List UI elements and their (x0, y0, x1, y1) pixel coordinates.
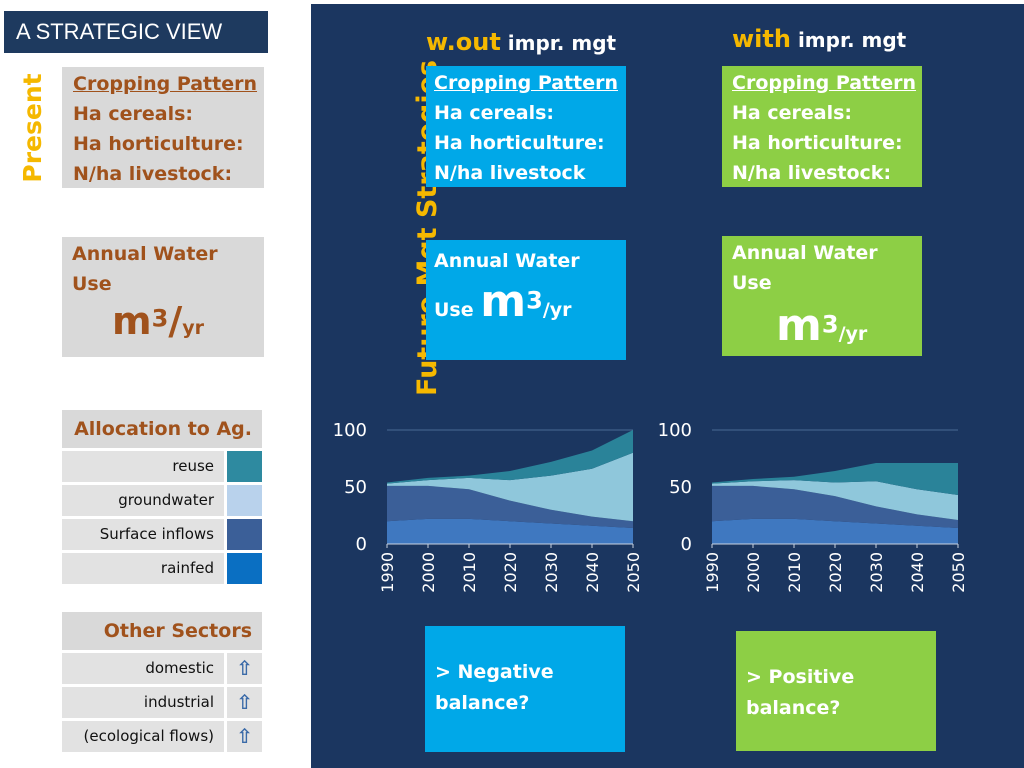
arrow-up-icon: ⇧ (227, 687, 262, 718)
x-tick-label: 2050 (624, 552, 643, 593)
without-water-unit: Use m3/yr (434, 276, 572, 327)
present-crop-line: N/ha livestock: (73, 163, 233, 185)
present-crop-line: Ha horticulture: (73, 133, 244, 155)
with-cropping-box: Cropping Pattern Ha cereals: Ha horticul… (722, 66, 922, 187)
legend-swatch (227, 451, 262, 482)
with-crop-line: Ha cereals: (732, 102, 852, 124)
present-label: Present (18, 73, 47, 183)
with-balance-text: balance? (746, 697, 841, 719)
with-water-label: Annual Water (732, 242, 878, 264)
present-crop-line: Ha cereals: (73, 103, 193, 125)
present-water-label: Annual Water (72, 243, 218, 265)
with-water-label: Use (732, 272, 772, 294)
other-sectors-header: Other Sectors (62, 612, 262, 650)
with-crop-line: Ha horticulture: (732, 132, 903, 154)
without-crop-header: Cropping Pattern (434, 72, 619, 94)
slide-title: A STRATEGIC VIEW (4, 11, 268, 53)
y-tick-label: 0 (681, 534, 692, 555)
legend-label: reuse (62, 451, 224, 482)
sector-row-domestic: domestic ⇧ (62, 653, 262, 684)
without-balance-box: > Negative balance? (425, 626, 625, 752)
sector-row-industrial: industrial ⇧ (62, 687, 262, 718)
sector-label: domestic (62, 653, 224, 684)
sector-label: (ecological flows) (62, 721, 224, 752)
area-rainfed (387, 518, 633, 544)
with-crop-header: Cropping Pattern (732, 72, 917, 94)
x-tick-label: 2000 (744, 552, 763, 593)
x-tick-label: 2030 (867, 552, 886, 593)
y-tick-label: 50 (344, 477, 367, 498)
legend-row-reuse: reuse (62, 451, 262, 484)
y-tick-label: 100 (658, 420, 692, 441)
legend-row-surface-inflows: Surface inflows (62, 519, 262, 552)
legend-row-groundwater: groundwater (62, 485, 262, 518)
x-tick-label: 2010 (460, 552, 479, 593)
arrow-up-icon: ⇧ (227, 721, 262, 752)
x-tick-label: 2020 (501, 552, 520, 593)
x-tick-label: 2040 (583, 552, 602, 593)
without-cropping-box: Cropping Pattern Ha cereals: Ha horticul… (426, 66, 626, 187)
with-mgt-heading: with impr. mgt (732, 25, 907, 53)
present-cropping-box: Cropping Pattern Ha cereals: Ha horticul… (62, 67, 264, 188)
area-surface-inflows (712, 485, 958, 529)
legend-label: rainfed (62, 553, 224, 584)
x-tick-label: 2000 (419, 552, 438, 593)
area-rainfed (712, 518, 958, 544)
area-reuse (387, 430, 633, 484)
with-balance-box: > Positive balance? (736, 631, 936, 751)
x-tick-label: 2020 (826, 552, 845, 593)
with-water-unit: m3/yr (776, 300, 868, 351)
present-water-label: Use (72, 273, 112, 295)
x-tick-label: 1990 (378, 552, 397, 593)
without-crop-line: Ha cereals: (434, 102, 554, 124)
without-balance-text: balance? (435, 692, 530, 714)
legend-swatch (227, 519, 262, 550)
present-water-unit: m3/yr (112, 299, 204, 343)
arrow-up-icon: ⇧ (227, 653, 262, 684)
legend-label: Surface inflows (62, 519, 224, 550)
area-surface-inflows (387, 485, 633, 529)
legend-swatch (227, 553, 262, 584)
with-balance-text: > Positive (746, 666, 855, 688)
legend-label: groundwater (62, 485, 224, 516)
y-tick-label: 50 (669, 477, 692, 498)
without-water-box: Annual Water Use m3/yr (426, 240, 626, 360)
chart-with-mgt: 0 50 100 1990 2000 2010 2020 2030 2040 2050 (658, 420, 968, 593)
y-tick-label: 0 (356, 534, 367, 555)
without-balance-text: > Negative (435, 661, 554, 683)
without-mgt-heading: w.out impr. mgt (426, 28, 617, 56)
area-groundwater (712, 480, 958, 521)
with-water-box: Annual Water Use m3/yr (722, 236, 922, 356)
legend-row-rainfed: rainfed (62, 553, 262, 586)
x-tick-label: 2010 (785, 552, 804, 593)
x-tick-label: 2040 (908, 552, 927, 593)
allocation-header: Allocation to Ag. (62, 410, 262, 448)
x-tick-label: 2050 (949, 552, 968, 593)
sector-row-ecological-flows: (ecological flows) ⇧ (62, 721, 262, 752)
chart-without-mgt: 0 50 100 1990 2000 2010 2020 2030 2040 2050 (333, 420, 643, 593)
present-water-box: Annual Water Use m3/yr (62, 237, 264, 357)
with-crop-line: N/ha livestock: (732, 162, 892, 184)
without-water-label: Annual Water (434, 250, 580, 272)
legend-swatch (227, 485, 262, 516)
area-reuse (712, 463, 958, 495)
without-crop-line: Ha horticulture: (434, 132, 605, 154)
x-tick-label: 1990 (703, 552, 722, 593)
present-crop-header: Cropping Pattern (73, 73, 258, 95)
area-groundwater (387, 452, 633, 522)
sector-label: industrial (62, 687, 224, 718)
without-crop-line: N/ha livestock (434, 162, 586, 184)
y-tick-label: 100 (333, 420, 367, 441)
x-tick-label: 2030 (542, 552, 561, 593)
